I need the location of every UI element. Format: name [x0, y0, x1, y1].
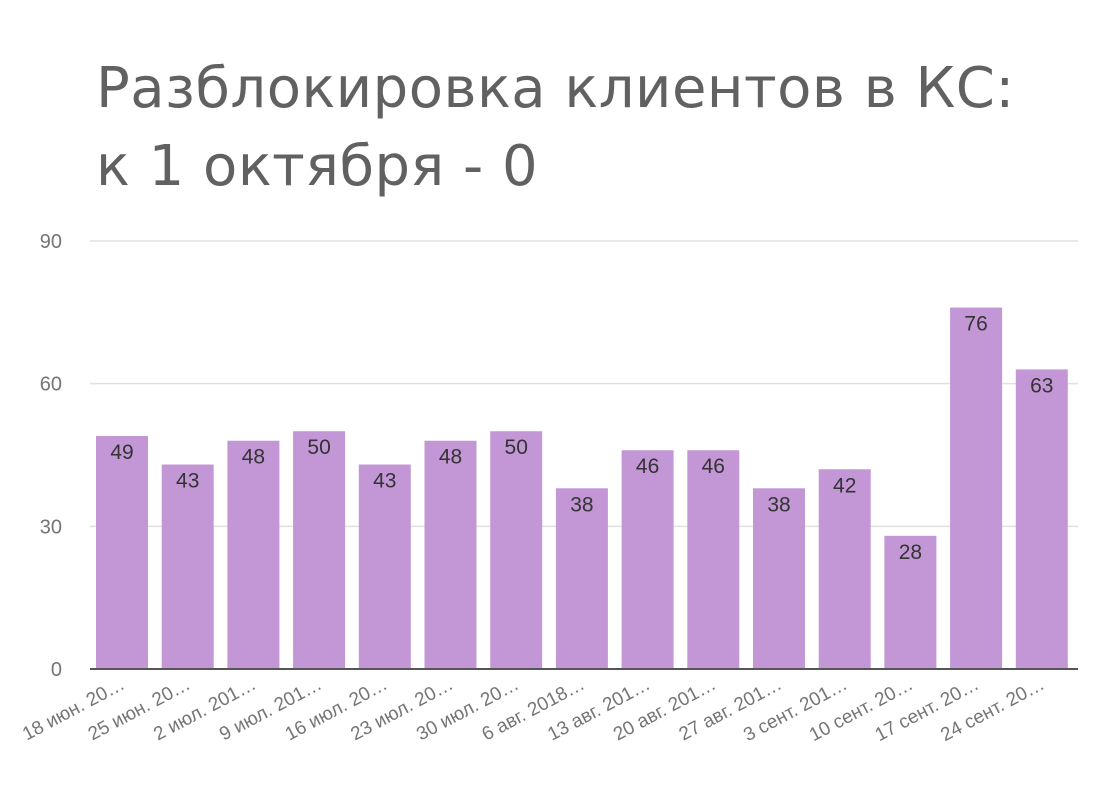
bar	[227, 440, 280, 669]
data-label: 50	[505, 436, 528, 459]
data-label: 76	[964, 313, 987, 336]
data-label: 38	[570, 493, 593, 516]
bar	[161, 464, 214, 669]
bar	[687, 450, 740, 669]
bar	[424, 440, 477, 669]
data-label: 63	[1030, 374, 1053, 397]
bar	[1015, 369, 1068, 669]
chart-title-line-2: к 1 октября - 0	[96, 134, 539, 199]
y-tick-label: 60	[40, 374, 62, 396]
bar	[555, 488, 608, 669]
bar	[753, 488, 805, 669]
data-label: 38	[767, 493, 790, 516]
data-label: 50	[307, 436, 330, 459]
y-tick-label: 90	[40, 231, 62, 253]
data-label: 43	[176, 470, 199, 493]
data-label: 42	[833, 474, 856, 497]
data-label: 48	[242, 446, 265, 469]
bar	[293, 431, 346, 669]
data-label: 49	[110, 441, 133, 464]
bar	[490, 431, 543, 669]
y-tick-label: 30	[40, 516, 62, 538]
data-label: 28	[899, 541, 922, 564]
chart-title-line-1: Разблокировка клиентов в КС:	[96, 56, 1015, 121]
bar	[818, 469, 871, 669]
bar	[884, 535, 937, 669]
bar	[950, 307, 1003, 669]
y-tick-label: 0	[51, 659, 62, 681]
chart-title: Разблокировка клиентов в КС: к 1 октября…	[96, 50, 1086, 206]
data-label: 43	[373, 470, 396, 493]
data-label: 46	[702, 455, 725, 478]
bar	[96, 435, 148, 669]
bar	[358, 464, 411, 669]
bar	[621, 450, 674, 669]
data-label: 46	[636, 455, 659, 478]
data-label: 48	[439, 446, 462, 469]
